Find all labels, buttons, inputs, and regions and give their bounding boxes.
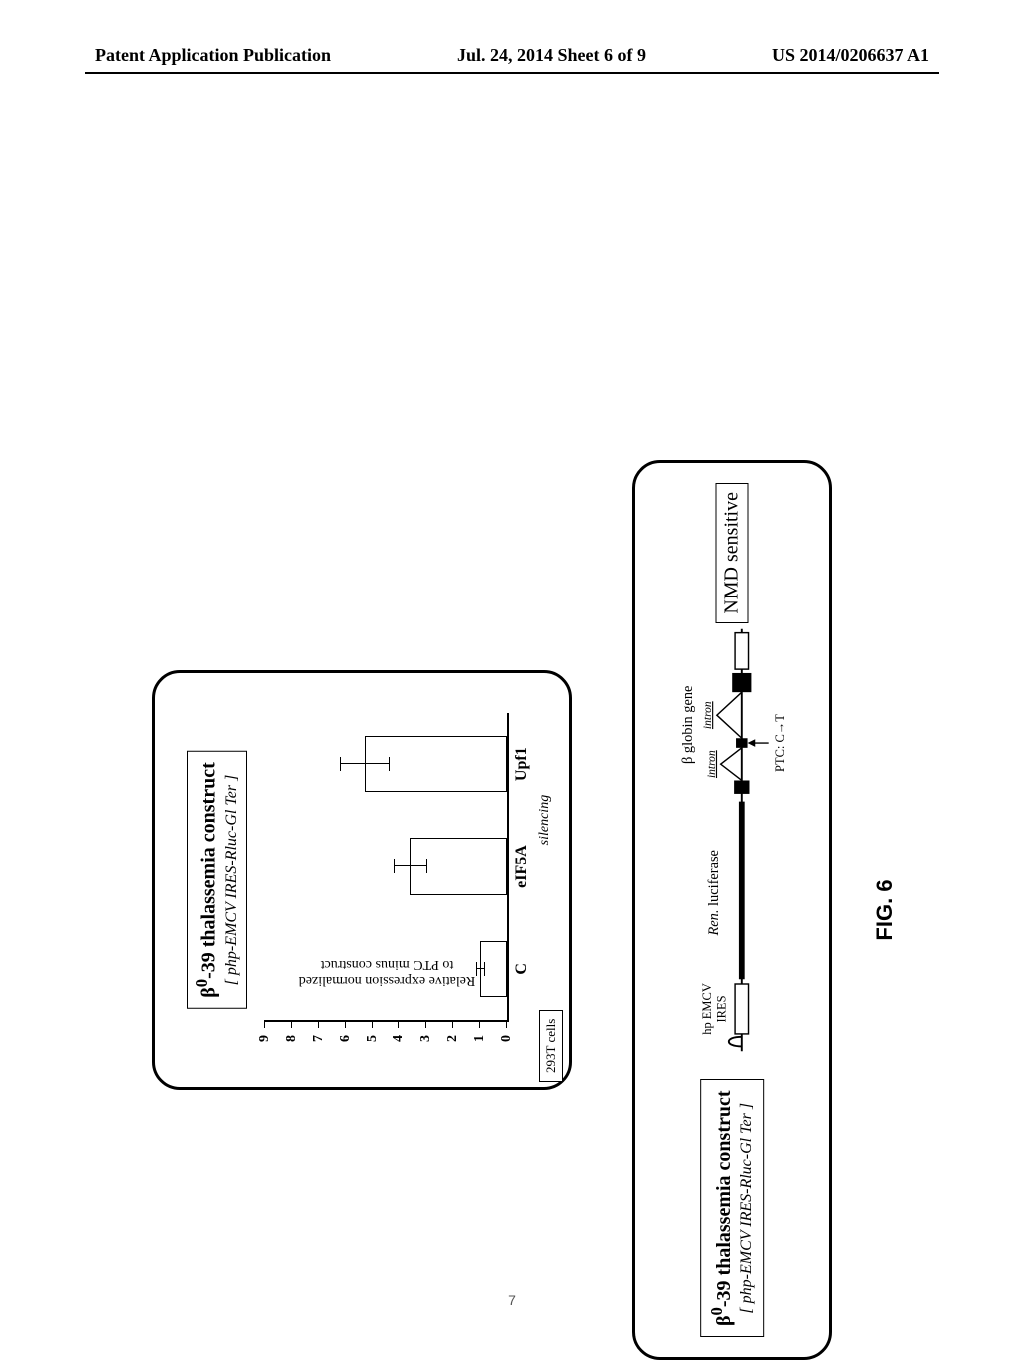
y-tick bbox=[479, 1020, 480, 1028]
header-right: US 2014/0206637 A1 bbox=[772, 45, 929, 66]
errorcap-eIF5A-1 bbox=[426, 860, 427, 874]
header-rule bbox=[85, 72, 939, 74]
exon3 bbox=[732, 673, 751, 692]
ptc-label: PTC: C→T bbox=[773, 714, 787, 772]
x-label-eIF5A: eIF5A bbox=[507, 845, 531, 888]
rotated-figure: β0-39 thalassemia construct [ php-EMCV I… bbox=[152, 460, 872, 1360]
chart-title-box: β0-39 thalassemia construct [ php-EMCV I… bbox=[187, 751, 247, 1009]
ires-box bbox=[735, 984, 748, 1034]
y-tick bbox=[372, 1020, 373, 1028]
y-tick-label: 2 bbox=[445, 1035, 461, 1042]
diagram-title-line1: β0-39 thalassemia construct bbox=[707, 1090, 737, 1326]
hairpin-icon bbox=[729, 1037, 742, 1047]
y-tick-label: 5 bbox=[365, 1035, 381, 1042]
ptc-arrowhead bbox=[748, 739, 756, 747]
nmd-badge: NMD sensitive bbox=[716, 483, 749, 623]
plot-region: 0123456789CeIF5AUpf1silencing bbox=[265, 713, 509, 1022]
errorcap-C-0 bbox=[476, 962, 477, 976]
y-tick bbox=[398, 1020, 399, 1028]
errorcap-Upf1-0 bbox=[340, 757, 341, 771]
errorbar-C bbox=[476, 968, 484, 969]
intron2-caret bbox=[717, 692, 742, 738]
y-tick-label: 6 bbox=[338, 1035, 354, 1042]
y-tick bbox=[506, 1020, 507, 1028]
x-label-C: C bbox=[507, 963, 531, 975]
y-tick-label: 4 bbox=[391, 1035, 407, 1042]
chart-title-line2: [ php-EMCV IRES-Rluc-Gl Ter ] bbox=[222, 762, 242, 998]
intron1-caret bbox=[721, 748, 742, 781]
bar-eIF5A bbox=[410, 838, 507, 894]
y-tick-label: 0 bbox=[499, 1035, 515, 1042]
errorbar-eIF5A bbox=[394, 866, 426, 867]
header-center: Jul. 24, 2014 Sheet 6 of 9 bbox=[457, 45, 646, 66]
ires-label-bot: IRES bbox=[714, 995, 728, 1022]
construct-schematic: hp EMCV IRES Ren. luciferase intron intr… bbox=[665, 623, 809, 1057]
intron2-label: intron bbox=[702, 701, 714, 729]
schematic-svg: hp EMCV IRES Ren. luciferase intron intr… bbox=[665, 623, 809, 1057]
x-label-Upf1: Upf1 bbox=[507, 747, 531, 781]
y-tick bbox=[425, 1020, 426, 1028]
page-header: Patent Application Publication Jul. 24, … bbox=[0, 45, 1024, 66]
intron1-label: intron bbox=[706, 750, 718, 778]
figure-content: β0-39 thalassemia construct [ php-EMCV I… bbox=[0, 150, 1024, 1150]
figure-label: FIG. 6 bbox=[872, 879, 898, 940]
y-tick bbox=[318, 1020, 319, 1028]
y-tick-label: 8 bbox=[284, 1035, 300, 1042]
diagram-title-box: β0-39 thalassemia construct [ php-EMCV I… bbox=[700, 1079, 764, 1337]
chart-area: Relative expression normalized to PTC mi… bbox=[265, 713, 509, 1022]
y-tick bbox=[452, 1020, 453, 1028]
y-tick-label: 9 bbox=[257, 1035, 273, 1042]
ires-label-top: hp EMCV bbox=[700, 983, 714, 1035]
exon1 bbox=[734, 780, 749, 793]
exon2 bbox=[736, 738, 748, 748]
y-tick bbox=[291, 1020, 292, 1028]
globin-label: β globin gene bbox=[680, 686, 696, 764]
rluc-label: Ren. luciferase bbox=[706, 850, 722, 937]
silencing-label: silencing bbox=[507, 795, 553, 846]
diagram-panel: β0-39 thalassemia construct [ php-EMCV I… bbox=[632, 460, 832, 1360]
y-tick-label: 3 bbox=[418, 1035, 434, 1042]
cells-badge: 293T cells bbox=[539, 1010, 563, 1082]
y-tick bbox=[264, 1020, 265, 1028]
y-tick-label: 7 bbox=[311, 1035, 327, 1042]
errorcap-eIF5A-0 bbox=[394, 860, 395, 874]
errorcap-Upf1-1 bbox=[389, 757, 390, 771]
page-number: 7 bbox=[508, 1292, 516, 1308]
bar-Upf1 bbox=[365, 736, 508, 792]
chart-title-line1: β0-39 thalassemia construct bbox=[192, 762, 222, 998]
utr-box bbox=[735, 633, 748, 669]
errorcap-C-1 bbox=[484, 962, 485, 976]
errorbar-Upf1 bbox=[340, 763, 388, 764]
y-tick-label: 1 bbox=[472, 1035, 488, 1042]
diagram-title-line2: [ php-EMCV IRES-Rluc-Gl Ter ] bbox=[737, 1090, 757, 1326]
y-tick bbox=[345, 1020, 346, 1028]
header-left: Patent Application Publication bbox=[95, 45, 331, 66]
chart-panel: β0-39 thalassemia construct [ php-EMCV I… bbox=[152, 670, 572, 1090]
